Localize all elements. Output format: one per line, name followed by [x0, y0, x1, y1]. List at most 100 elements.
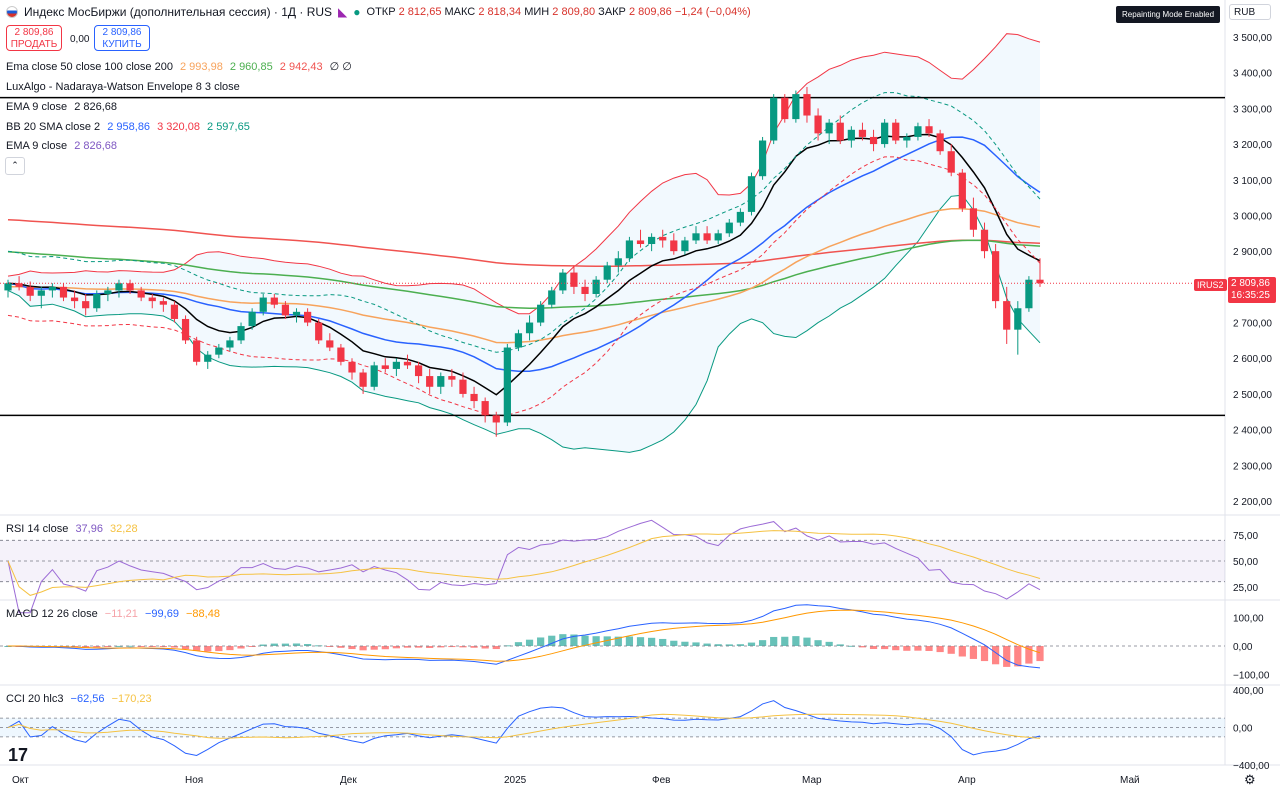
settings-gear-icon[interactable]: ⚙: [1244, 772, 1256, 787]
candle-body: [792, 94, 800, 120]
candle-body: [459, 379, 467, 394]
symbol-title[interactable]: Индекс МосБиржи (дополнительная сессия) …: [24, 5, 333, 19]
macd-histogram-bar: [947, 646, 955, 654]
price-axis-label: 3 400,00: [1233, 69, 1272, 80]
candle-body: [115, 283, 123, 291]
macd-histogram-bar: [903, 646, 911, 651]
legend-nwe[interactable]: LuxAlgo - Nadaraya-Watson Envelope 8 3 c…: [6, 81, 244, 93]
candle-body: [48, 286, 56, 291]
legend-ema-multi[interactable]: Ema close 50 close 100 close 200 2 993,9…: [6, 60, 356, 73]
pin-icon[interactable]: ◣: [338, 5, 348, 19]
legend-label: EMA 9 close: [6, 101, 68, 113]
candle-body: [414, 365, 423, 377]
candle-body: [215, 347, 223, 355]
macd-histogram-bar: [1036, 646, 1044, 662]
macd-histogram-bar: [470, 646, 478, 648]
legend-rsi[interactable]: RSI 14 close 37,96 32,28: [6, 523, 142, 535]
currency-select[interactable]: RUB: [1229, 4, 1271, 20]
macd-histogram-bar: [248, 646, 256, 647]
macd-histogram-bar: [614, 636, 622, 646]
candle-body: [304, 311, 312, 323]
candle-body: [825, 122, 833, 134]
candle-body: [193, 340, 201, 362]
macd-histogram-bar: [459, 646, 467, 648]
legend-ema9-a[interactable]: EMA 9 close 2 826,68: [6, 101, 121, 113]
signal-line: [8, 609, 1041, 662]
legend-bb[interactable]: BB 20 SMA close 2 2 958,86 3 320,08 2 59…: [6, 121, 254, 133]
macd-histogram-bar: [492, 646, 500, 650]
candle-body: [992, 251, 1000, 302]
collapse-legend-button[interactable]: ⌃: [5, 157, 25, 175]
candle-body: [892, 122, 900, 141]
macd-histogram-bar: [193, 646, 201, 651]
macd-axis-label: 100,00: [1233, 614, 1264, 625]
macd-histogram-bar: [747, 642, 756, 646]
candle-body: [781, 97, 789, 120]
price-axis-label: 3 100,00: [1233, 176, 1272, 187]
price-axis-label: 3 200,00: [1233, 140, 1272, 151]
macd-histogram-bar: [259, 644, 267, 646]
candle-body: [914, 126, 922, 137]
candle-body: [448, 376, 456, 380]
ema9-line: [7, 133, 1041, 396]
legend-label: Ema close 50 close 100 close 200: [6, 61, 173, 73]
ema200-value: 2 942,43: [279, 61, 323, 73]
candle-body: [170, 304, 179, 319]
ema100-line: [7, 239, 1041, 309]
macd-histogram-bar: [126, 645, 134, 647]
macd-histogram-bar: [503, 645, 511, 647]
bb-fill: [8, 33, 1040, 453]
macd-histogram-bar: [847, 645, 855, 647]
candle-body: [648, 236, 656, 245]
macd-histogram-bar: [958, 646, 966, 657]
candle-body: [492, 415, 500, 423]
macd-histogram-bar: [292, 643, 301, 646]
macd-histogram-bar: [881, 646, 889, 650]
candle-body: [426, 376, 434, 387]
macd-histogram-bar: [770, 636, 778, 646]
candle-body: [359, 372, 367, 387]
candle-body: [37, 290, 45, 296]
macd-histogram-bar: [326, 646, 334, 647]
ema100-value: 2 960,85: [229, 61, 273, 73]
macd-histogram-bar: [603, 636, 611, 646]
macd-histogram-bar: [270, 643, 278, 646]
tradingview-logo[interactable]: 17: [8, 745, 29, 765]
macd-histogram-bar: [414, 646, 423, 648]
macd-histogram-bar: [559, 634, 567, 646]
macd-histogram-bar: [359, 646, 367, 651]
macd-histogram-bar: [814, 640, 822, 646]
macd-histogram-bar: [226, 646, 234, 651]
macd-histogram-bar: [481, 646, 489, 649]
bb-upper-line: [7, 33, 1041, 315]
macd-histogram-bar: [825, 641, 833, 646]
macd-histogram-bar: [869, 646, 878, 650]
candle-body: [392, 361, 400, 369]
legend-cci[interactable]: CCI 20 hlc3 −62,56 −170,23: [6, 693, 156, 705]
candle-body: [381, 365, 389, 369]
price-axis-label: 2 500,00: [1233, 390, 1272, 401]
macd-histogram-bar: [337, 646, 345, 648]
macd-histogram-bar: [858, 646, 867, 648]
time-axis-label: Дек: [340, 775, 357, 786]
candle-body: [93, 293, 101, 309]
candle-body: [70, 297, 79, 302]
ema50-line: [8, 207, 1041, 344]
candle-body: [770, 97, 778, 141]
buy-button[interactable]: 2 809,86 КУПИТЬ: [94, 25, 150, 51]
sell-button[interactable]: 2 809,86 ПРОДАТЬ: [6, 25, 62, 51]
nwe-upper-line: [7, 92, 1041, 353]
macd-value: −99,69: [144, 608, 179, 620]
legend-ema9-b[interactable]: EMA 9 close 2 826,68: [6, 140, 121, 152]
macd-histogram-bar: [980, 646, 989, 662]
macd-histogram-bar: [115, 645, 123, 647]
candle-body: [736, 211, 744, 223]
legend-label: LuxAlgo - Nadaraya-Watson Envelope 8 3 c…: [6, 81, 240, 93]
candle-body: [281, 304, 290, 316]
candle-body: [625, 240, 634, 259]
ema200-line: [7, 218, 1041, 268]
macd-histogram-bar: [992, 646, 1000, 665]
macd-histogram-bar: [892, 646, 900, 651]
legend-macd[interactable]: MACD 12 26 close −11,21 −99,69 −88,48: [6, 608, 224, 620]
